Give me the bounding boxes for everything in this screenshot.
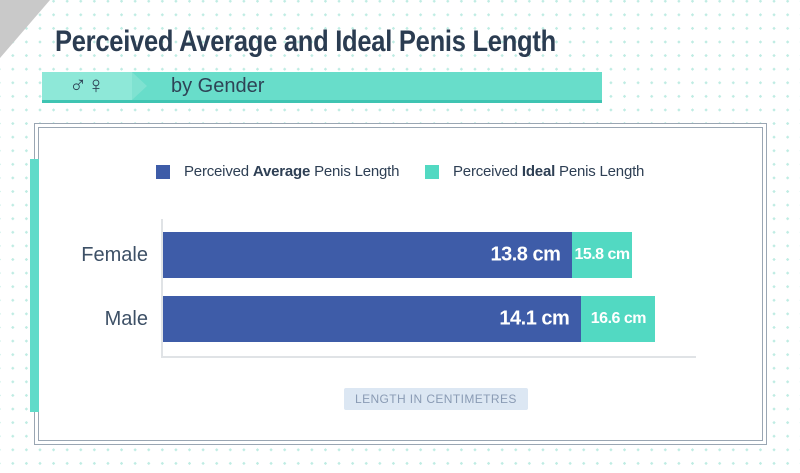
legend-text-prefix: Perceived — [453, 163, 522, 180]
category-label-female: Female — [81, 244, 148, 266]
left-accent-bar — [30, 159, 39, 412]
corner-triangle-decoration — [0, 0, 50, 58]
legend-text-bold: Ideal — [521, 163, 556, 180]
legend-text-suffix: Penis Length — [555, 163, 645, 180]
legend-swatch-ideal — [425, 164, 439, 179]
legend-text-suffix: Penis Length — [310, 163, 400, 180]
male-female-icon: ♂♀ — [69, 72, 105, 99]
category-label-male: Male — [104, 308, 148, 330]
legend-item-average: Perceived Average Penis Length — [156, 163, 399, 180]
x-axis-line — [161, 356, 696, 358]
legend-label-average: Perceived Average Penis Length — [184, 163, 399, 180]
gender-symbols-box: ♂♀ — [42, 72, 132, 100]
legend-text-bold: Average — [252, 163, 311, 180]
bar-row-female: 13.8 cm 15.8 cm — [163, 232, 697, 278]
legend-text-prefix: Perceived — [184, 163, 253, 180]
subtitle: by Gender — [171, 74, 265, 97]
bar-value-male-ideal: 16.6 cm — [590, 310, 647, 327]
bar-male-ideal: 16.6 cm — [581, 296, 656, 342]
bar-value-male-average: 14.1 cm — [499, 307, 570, 330]
bar-value-female-average: 13.8 cm — [490, 243, 561, 266]
bar-male-average: 14.1 cm — [163, 296, 582, 342]
bar-female-average: 13.8 cm — [163, 232, 573, 278]
legend-label-ideal: Perceived Ideal Penis Length — [453, 163, 644, 180]
page-title: Perceived Average and Ideal Penis Length — [55, 25, 556, 58]
y-axis-line — [161, 219, 163, 358]
axis-label-badge: LENGTH IN CENTIMETRES — [344, 388, 528, 410]
legend-item-ideal: Perceived Ideal Penis Length — [425, 163, 644, 180]
bar-female-ideal: 15.8 cm — [572, 232, 632, 278]
bar-row-male: 14.1 cm 16.6 cm — [163, 296, 697, 342]
bar-value-female-ideal: 15.8 cm — [574, 246, 630, 263]
legend-swatch-average — [156, 164, 170, 179]
chevron-right-icon — [132, 72, 147, 100]
subtitle-banner: ♂♀ by Gender — [42, 72, 602, 103]
